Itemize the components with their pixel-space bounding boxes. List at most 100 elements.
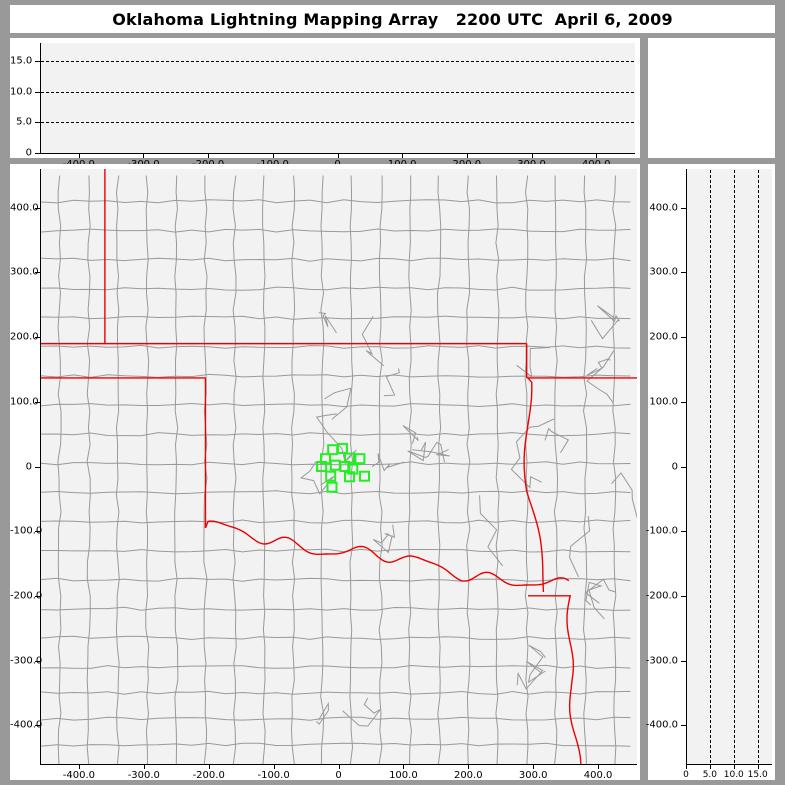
- x-tick-mark: [338, 764, 340, 769]
- side-x-axis-line: [686, 764, 772, 765]
- county-line-detail: [315, 413, 357, 463]
- x-tick-label: 10.0: [723, 770, 744, 780]
- y-tick-mark: [35, 595, 40, 597]
- x-tick-mark: [337, 153, 339, 158]
- lma-station-marker: [339, 461, 351, 472]
- map-plot-area[interactable]: [40, 169, 637, 764]
- blank-corner-panel: [648, 38, 775, 158]
- county-line-horizontal: [40, 257, 631, 262]
- title-panel: Oklahoma Lightning Mapping Array 2200 UT…: [10, 5, 775, 33]
- y-tick-mark: [35, 153, 40, 154]
- y-tick-label: 100.0: [10, 396, 39, 408]
- lma-station-marker: [329, 459, 341, 471]
- y-tick-label: -300.0: [10, 655, 43, 667]
- gridline-horizontal: [41, 91, 634, 93]
- county-line-vertical: [408, 175, 412, 764]
- y-tick-label: 100.0: [649, 396, 678, 408]
- county-line-detail: [586, 358, 611, 376]
- gridline-vertical: [733, 170, 735, 763]
- side-plot-area[interactable]: [686, 169, 772, 764]
- county-line-vertical: [174, 175, 179, 764]
- state-border-tx-ar-la: [566, 595, 582, 764]
- y-tick-label: -400.0: [10, 719, 43, 731]
- x-tick-mark: [531, 153, 533, 158]
- x-tick-label: -400.0: [62, 770, 96, 781]
- county-line-horizontal: [40, 315, 631, 320]
- y-tick-mark: [681, 272, 686, 274]
- y-tick-mark: [681, 401, 686, 403]
- x-tick-mark: [143, 764, 145, 769]
- county-line-vertical: [378, 175, 383, 764]
- page-title: Oklahoma Lightning Mapping Array 2200 UT…: [112, 9, 673, 29]
- county-line-horizontal: [40, 519, 631, 524]
- county-line-detail: [372, 524, 396, 554]
- county-line-vertical: [115, 175, 120, 764]
- county-line-detail: [371, 453, 404, 472]
- x-tick-label: -300.0: [127, 770, 160, 781]
- county-line-detail: [584, 578, 616, 604]
- x-tick-mark: [402, 153, 404, 158]
- x-tick-label: 15.0: [747, 770, 768, 780]
- county-line-detail: [315, 701, 329, 725]
- y-tick-mark: [681, 337, 686, 339]
- y-tick-mark: [35, 122, 40, 124]
- x-tick-mark: [273, 764, 275, 769]
- y-tick-mark: [35, 91, 40, 93]
- county-line-detail: [402, 425, 419, 444]
- county-line-detail: [516, 347, 550, 378]
- x-tick-mark: [686, 764, 687, 769]
- y-tick-label: 15.0: [10, 55, 33, 67]
- y-tick-label: 200.0: [649, 331, 678, 343]
- y-tick-mark: [35, 61, 40, 63]
- county-line-detail: [611, 472, 637, 519]
- east-west-cross-section-panel: 05.010.015.0 -400.0-300.0-200.0-100.0010…: [10, 38, 640, 170]
- y-tick-label: -200.0: [645, 590, 678, 602]
- lma-station-marker: [327, 444, 339, 456]
- county-line-detail: [585, 581, 605, 620]
- county-line-vertical: [553, 175, 559, 764]
- county-line-vertical: [524, 175, 529, 764]
- x-tick-mark: [533, 764, 535, 769]
- county-line-horizontal: [40, 664, 631, 669]
- top-plot-area[interactable]: [40, 43, 635, 153]
- y-tick-mark: [35, 466, 40, 468]
- y-tick-mark: [35, 725, 40, 727]
- plan-view-map-panel: -400.0 -300.0 -200.0 -100.0 0 100.0 200.0 300.0…: [10, 164, 640, 781]
- county-line-detail: [516, 661, 544, 690]
- county-line-detail: [383, 368, 400, 397]
- county-line-vertical: [86, 175, 91, 764]
- x-tick-mark: [403, 764, 405, 769]
- county-line-vertical: [349, 175, 354, 764]
- county-line-detail: [569, 516, 591, 578]
- county-line-vertical: [582, 175, 588, 764]
- lma-station-marker: [344, 471, 355, 483]
- x-tick-mark: [78, 764, 80, 769]
- y-tick-label: -100.0: [10, 525, 43, 537]
- y-tick-mark: [35, 207, 40, 209]
- y-tick-label: 0: [25, 147, 32, 159]
- x-tick-mark: [143, 153, 145, 158]
- x-tick-mark: [709, 764, 711, 769]
- gridline-vertical: [709, 170, 711, 763]
- county-line-detail: [324, 387, 352, 420]
- state-border-ok-ar: [523, 377, 545, 593]
- county-line-horizontal: [40, 344, 631, 349]
- x-tick-mark: [466, 153, 468, 158]
- y-tick-label: -300.0: [645, 655, 678, 667]
- county-line-detail: [361, 315, 385, 367]
- y-tick-label: -400.0: [645, 719, 678, 731]
- map-geography: [40, 169, 637, 764]
- county-line-horizontal: [40, 690, 631, 695]
- y-tick-mark: [681, 595, 686, 597]
- x-tick-label: 200.0: [453, 770, 483, 781]
- county-line-vertical: [320, 175, 325, 764]
- x-tick-mark: [468, 764, 470, 769]
- county-line-detail: [342, 698, 381, 727]
- county-line-vertical: [466, 175, 471, 764]
- county-line-detail: [586, 350, 615, 404]
- x-tick-label: 5.0: [702, 770, 718, 780]
- y-tick-label: 400.0: [649, 202, 678, 214]
- county-line-detail: [407, 441, 445, 463]
- county-line-detail: [527, 644, 546, 684]
